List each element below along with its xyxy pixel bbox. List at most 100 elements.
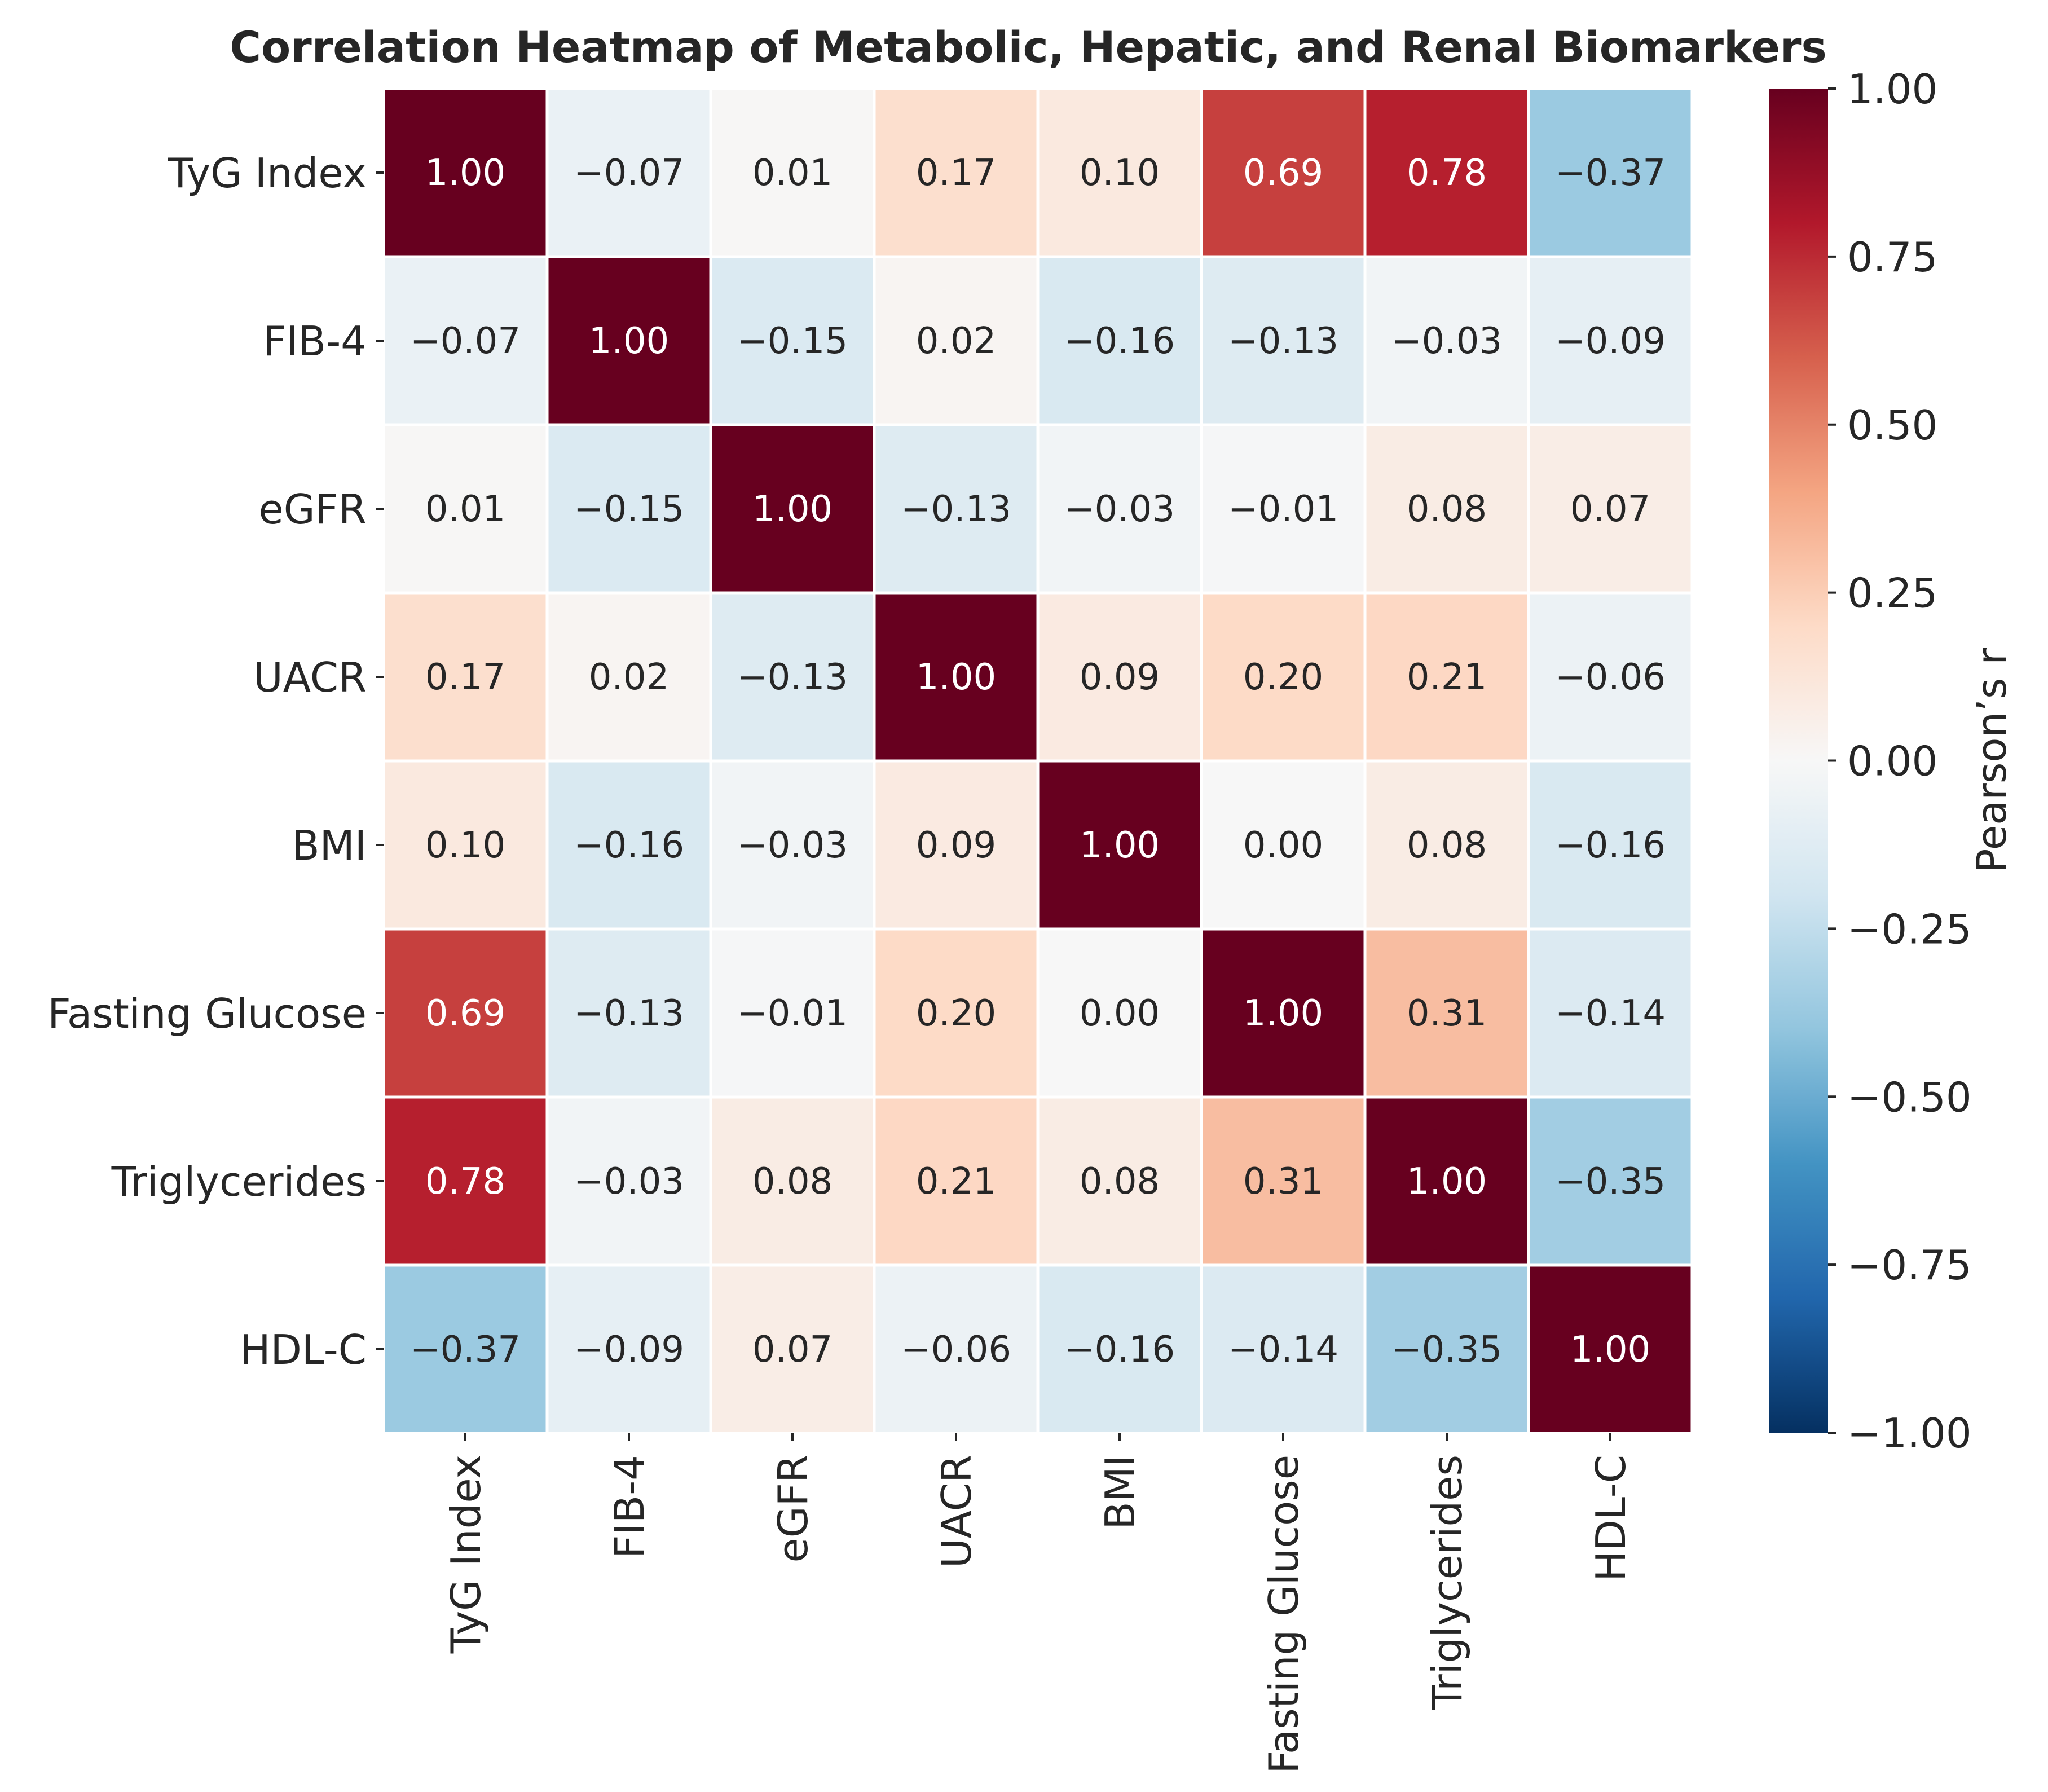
heatmap-cell: [545, 87, 712, 258]
heatmap-cell: [1036, 759, 1203, 931]
heatmap-cell: [873, 255, 1040, 426]
cell-value-label: 0.17: [425, 657, 506, 698]
cell-value-label: −0.37: [1555, 152, 1666, 194]
heatmap-cell: [709, 1263, 876, 1435]
heatmap-cell: [873, 423, 1040, 595]
heatmap-cell: [709, 423, 876, 595]
cell-value-label: −0.16: [1064, 1329, 1175, 1371]
y-tick-label: TyG Index: [168, 149, 367, 197]
y-tick-label: Fasting Glucose: [47, 990, 367, 1037]
colorbar-tick-label: 0.00: [1847, 738, 1937, 785]
cell-value-label: 1.00: [1080, 825, 1160, 866]
heatmap-cell: [873, 759, 1040, 931]
cell-value-label: 0.09: [1080, 657, 1160, 698]
cell-value-label: 0.78: [1407, 152, 1487, 194]
heatmap-cell: [1200, 927, 1367, 1099]
cell-value-label: 0.00: [1080, 993, 1160, 1034]
colorbar-tick-label: 0.75: [1847, 234, 1937, 281]
heatmap-cell: [709, 87, 876, 258]
cell-value-label: −0.09: [574, 1329, 684, 1371]
cell-value-label: 1.00: [752, 488, 833, 530]
cell-value-label: 0.21: [916, 1161, 997, 1203]
y-tick-label: HDL-C: [240, 1326, 367, 1373]
heatmap-cell: [382, 1095, 549, 1267]
heatmap-cell: [1527, 255, 1694, 426]
y-tick-label: eGFR: [258, 486, 367, 533]
y-axis: TyG Index FIB-4 eGFR UACR BMI Fasting Glucose…: [47, 149, 384, 1373]
cell-value-label: 1.00: [1243, 993, 1324, 1034]
y-tick-label: Triglycerides: [111, 1158, 367, 1205]
cell-value-label: −0.37: [410, 1329, 521, 1371]
colorbar-tick-label: 1.00: [1847, 65, 1937, 113]
x-tick-label: eGFR: [769, 1455, 817, 1563]
cell-value-label: −0.35: [1391, 1329, 1502, 1371]
cell-value-label: 0.20: [916, 993, 997, 1034]
cell-value-label: −0.06: [1555, 657, 1666, 698]
heatmap-cell: [709, 927, 876, 1099]
cell-value-label: −0.14: [1555, 993, 1666, 1034]
heatmap-cell: [382, 591, 549, 763]
cell-value-label: 0.02: [589, 657, 670, 698]
cell-value-label: −0.03: [737, 825, 848, 866]
y-tick-label: BMI: [292, 822, 367, 869]
cell-value-label: −0.16: [1064, 320, 1175, 362]
cell-value-label: 1.00: [425, 152, 506, 194]
cell-value-label: 0.20: [1243, 657, 1324, 698]
y-tick-label: FIB-4: [263, 318, 367, 365]
colorbar-label: Pearson’s r: [1968, 648, 2015, 873]
heatmap-cell: [1527, 927, 1694, 1099]
heatmap-cell: [1527, 423, 1694, 595]
heatmap-cell: [545, 423, 712, 595]
heatmap-cell: [545, 1095, 712, 1267]
cell-value-label: 0.78: [425, 1161, 506, 1203]
heatmap-cell: [1363, 423, 1530, 595]
cell-value-label: −0.09: [1555, 320, 1666, 362]
colorbar-tick-label: −1.00: [1847, 1410, 1972, 1457]
cell-value-label: 0.69: [425, 993, 506, 1034]
heatmap-cell: [545, 255, 712, 426]
heatmap-cell: [1527, 87, 1694, 258]
cell-value-label: 1.00: [916, 657, 997, 698]
cell-value-label: 0.01: [425, 488, 506, 530]
cell-value-label: 0.10: [1080, 152, 1160, 194]
colorbar-tick-label: −0.75: [1847, 1241, 1972, 1289]
colorbar-tick-label: −0.25: [1847, 905, 1972, 953]
heatmap-cell: [382, 87, 549, 258]
cell-value-label: 0.08: [1080, 1161, 1160, 1203]
cell-value-label: −0.07: [574, 152, 684, 194]
y-tick-label: UACR: [253, 654, 367, 701]
colorbar-tick-label: 0.50: [1847, 402, 1937, 449]
colorbar: 1.00 0.75 0.50 0.25 0.00 −0.25 −0.50 −0.75 −1.00: [1769, 65, 1972, 1457]
cell-value-label: 0.09: [916, 825, 997, 866]
x-tick-label: BMI: [1096, 1455, 1144, 1530]
heatmap-cell: [545, 927, 712, 1099]
cell-value-label: 0.07: [1570, 488, 1651, 530]
cell-value-label: 0.21: [1407, 657, 1487, 698]
cell-value-label: 0.01: [752, 152, 833, 194]
cell-value-label: −0.01: [1228, 488, 1338, 530]
heatmap-cell: [1200, 1095, 1367, 1267]
x-tick-label: HDL-C: [1587, 1455, 1635, 1582]
cell-value-label: −0.16: [1555, 825, 1666, 866]
cell-value-label: −0.01: [737, 993, 848, 1034]
cell-value-label: −0.03: [1391, 320, 1502, 362]
heatmap-cell: [1200, 423, 1367, 595]
colorbar-tick-label: 0.25: [1847, 570, 1937, 617]
cell-value-label: −0.03: [1064, 488, 1175, 530]
heatmap-cell: [1036, 927, 1203, 1099]
heatmap-cell: [1527, 759, 1694, 931]
chart-title: Correlation Heatmap of Metabolic, Hepati…: [230, 22, 1826, 72]
heatmap-cell: [1200, 255, 1367, 426]
x-tick-label: FIB-4: [606, 1455, 653, 1558]
cell-value-label: 1.00: [1570, 1329, 1651, 1371]
cell-value-label: −0.06: [901, 1329, 1011, 1371]
x-axis: TyG Index FIB-4 eGFR UACR BMI Fasting Glucose…: [442, 1433, 1635, 1774]
cell-value-label: 0.07: [752, 1329, 833, 1371]
cell-value-label: 0.31: [1243, 1161, 1324, 1203]
heatmap-cell: [1036, 1263, 1203, 1435]
colorbar-gradient: [1769, 89, 1828, 1433]
heatmap-cell: [709, 591, 876, 763]
heatmap-cell: [873, 591, 1040, 763]
heatmap-cell: [1527, 1095, 1694, 1267]
heatmap-cells: 1.00 −0.07 0.01 0.17 0.10 0.69 0.78 −0.37 −0.07 1…: [382, 87, 1694, 1435]
